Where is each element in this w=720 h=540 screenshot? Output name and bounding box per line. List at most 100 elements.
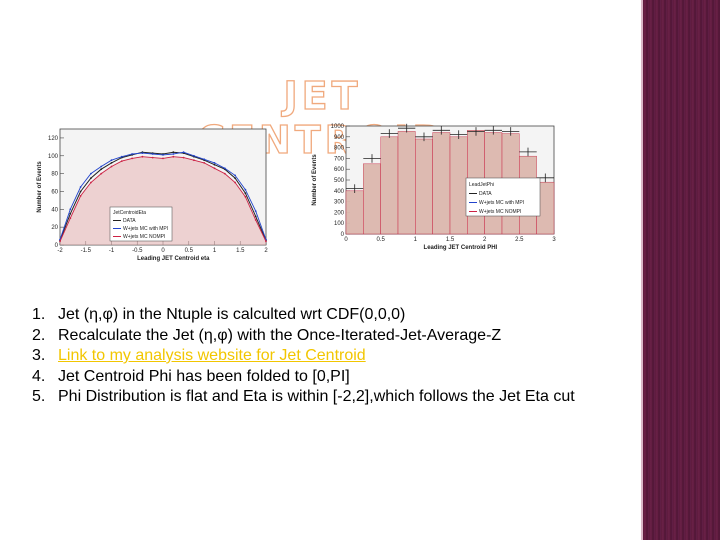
y-tick-label: 500 (334, 178, 345, 184)
data-point (69, 217, 72, 220)
data-point (254, 215, 257, 218)
y-tick-label: 400 (334, 189, 345, 195)
data-point (223, 172, 226, 175)
y-tick-label: 0 (55, 243, 59, 249)
x-tick-label: 2 (264, 248, 268, 254)
legend-label: DATA (479, 191, 492, 197)
data-point (110, 165, 113, 168)
x-tick-label: 0 (344, 237, 348, 243)
legend-label: JetCentroidEta (113, 210, 146, 216)
x-tick-label: 1 (213, 248, 217, 254)
y-tick-label: 800 (334, 146, 345, 152)
x-tick-label: 3 (552, 237, 556, 243)
x-tick-label: 2 (483, 237, 487, 243)
x-tick-label: -1 (109, 248, 115, 254)
x-tick-label: 1.5 (236, 248, 245, 254)
sidebar-edge (641, 0, 644, 540)
data-point (120, 155, 123, 158)
y-axis-label: Number of Events (312, 154, 318, 206)
y-axis-label: Number of Events (37, 161, 43, 213)
bullet-list: 1. Jet (η,φ) in the Ntuple is calculted … (32, 305, 632, 408)
y-tick-label: 120 (48, 136, 59, 142)
data-point (69, 212, 72, 215)
data-point (234, 177, 237, 179)
y-tick-label: 100 (334, 221, 345, 227)
data-point (90, 177, 92, 179)
data-point (234, 174, 237, 177)
x-tick-label: -2 (57, 248, 63, 254)
data-point (244, 188, 247, 191)
mc-mpi-bar (363, 163, 381, 235)
x-axis-label: Leading JET Centroid PHI (424, 245, 498, 251)
data-point (193, 159, 195, 162)
mc-mpi-bar (380, 136, 399, 235)
list-text: Phi Distribution is flat and Eta is with… (58, 388, 575, 405)
list-text: Jet Centroid Phi has been folded to [0,P… (58, 367, 350, 385)
y-tick-label: 900 (334, 135, 345, 141)
list-item: 2. Recalculate the Jet (η,φ) with the On… (32, 326, 632, 347)
y-tick-label: 600 (334, 167, 345, 173)
list-text: Jet (η,φ) in the Ntuple is calculted wrt… (58, 306, 406, 323)
legend-label: W+jets MC with MPI (123, 226, 168, 232)
list-number: 5. (32, 388, 46, 405)
analysis-website-link[interactable]: Link to my analysis website for Jet Cent… (58, 347, 366, 364)
y-tick-label: 200 (334, 210, 345, 216)
y-tick-label: 20 (51, 225, 58, 231)
x-tick-label: 1 (414, 237, 418, 243)
data-point (110, 159, 113, 162)
data-point (79, 186, 82, 188)
list-item: 4. Jet Centroid Phi has been folded to [… (32, 367, 632, 388)
data-point (120, 160, 123, 162)
mc-mpi-bar (397, 131, 416, 235)
data-point (131, 153, 133, 155)
data-point (213, 163, 216, 166)
data-point (193, 154, 195, 157)
legend-label: W+jets MC NOMPI (123, 234, 165, 240)
data-point (172, 153, 175, 155)
x-tick-label: 0.5 (185, 248, 194, 254)
data-point (234, 181, 237, 184)
list-item: 3. Link to my analysis website for Jet C… (32, 346, 632, 367)
x-axis-label: Leading JET Centroid eta (137, 256, 210, 262)
phi-plot: 0 100 200 300 400 500 600 700 800 900 1000 0 0.5 1 1.5… (306, 123, 564, 253)
data-point (203, 162, 206, 164)
y-tick-label: 1000 (331, 124, 345, 130)
y-tick-label: 700 (334, 156, 345, 162)
phi-chart-svg: 0 100 200 300 400 500 600 700 800 900 1000 0 0.5 1 1.5… (312, 123, 556, 251)
list-text: Recalculate the Jet (η,φ) with the Once-… (58, 326, 502, 344)
data-point (254, 210, 257, 212)
data-point (162, 157, 164, 160)
data-point (213, 167, 216, 170)
x-tick-label: 2.5 (515, 237, 524, 243)
x-tick-label: -0.5 (132, 248, 143, 254)
data-point (141, 152, 144, 154)
slide: JET CENTROID 0 20 40 60 80 100 120 -2 -1.5 -1 -0.5… (32, 73, 632, 408)
data-point (69, 208, 72, 211)
x-tick-label: -1.5 (81, 248, 92, 254)
data-point (265, 240, 267, 243)
list-item: 1. Jet (η,φ) in the Ntuple is calculted … (32, 305, 632, 326)
data-point (172, 151, 175, 154)
legend-box (109, 206, 173, 242)
data-point (79, 195, 82, 197)
data-point (151, 156, 154, 159)
data-point (203, 158, 206, 161)
data-point (59, 240, 61, 243)
mc-mpi-bar (432, 132, 451, 235)
y-tick-label: 40 (51, 207, 58, 213)
data-point (90, 181, 92, 184)
mc-mpi-bar (415, 138, 433, 235)
legend-label: W+jets MC NOMPI (479, 209, 521, 215)
data-point (213, 162, 216, 164)
data-point (131, 157, 133, 160)
eta-chart-svg: 0 20 40 60 80 100 120 -2 -1.5 -1 -0.5 0 0.5 1 1.5 2 Lead… (37, 128, 268, 262)
data-point (151, 153, 154, 155)
data-point (244, 192, 247, 195)
data-point (162, 154, 164, 156)
y-tick-label: 100 (48, 154, 59, 160)
list-number: 1. (32, 306, 46, 323)
legend-label: W+jets MC with MPI (479, 200, 524, 206)
list-number: 4. (32, 367, 46, 385)
data-point (182, 151, 185, 154)
list-number: 2. (32, 326, 46, 344)
